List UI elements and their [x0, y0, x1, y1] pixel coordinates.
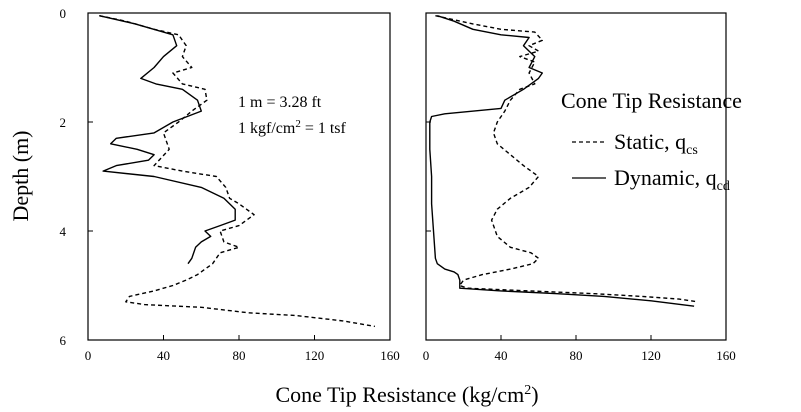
plot-frame — [87, 12, 391, 341]
dynamic-series-line — [99, 15, 236, 265]
static-series-line — [435, 15, 698, 303]
y-tick-label: 4 — [60, 224, 67, 239]
x-tick-label: 0 — [85, 348, 92, 363]
x-axis-title-close: ) — [531, 382, 538, 407]
dynamic-series-line — [429, 15, 695, 307]
x-tick-label: 40 — [157, 348, 170, 363]
legend-static-text: Static, q — [614, 129, 686, 154]
legend-static-sub: cs — [686, 143, 698, 158]
y-tick-label: 0 — [60, 6, 67, 21]
x-tick-label: 0 — [423, 348, 430, 363]
conversion-note-2: 1 kgf/cm2 = 1 tsf — [238, 118, 347, 137]
left-panel: 0 40 80 120 160 0 2 4 6 — [60, 6, 400, 363]
legend: Cone Tip Resistance Static, qcs Dynamic,… — [561, 88, 742, 194]
x-tick-label: 80 — [570, 348, 583, 363]
y-axis-title: Depth (m) — [8, 130, 33, 221]
x-axis-title: Cone Tip Resistance (kg/cm2) — [275, 382, 538, 407]
x-tick-label: 120 — [641, 348, 661, 363]
x-tick-label: 120 — [305, 348, 325, 363]
conversion-note-2-sup: 2 — [295, 118, 301, 130]
legend-static-label: Static, qcs — [614, 129, 698, 158]
legend-title: Cone Tip Resistance — [561, 88, 742, 113]
x-tick-label: 160 — [716, 348, 736, 363]
x-tick-label: 160 — [380, 348, 400, 363]
x-tick-label: 40 — [495, 348, 508, 363]
conversion-note-1: 1 m = 3.28 ft — [238, 94, 322, 111]
right-panel: 0 40 80 120 160 — [423, 12, 736, 363]
static-series-line — [99, 15, 376, 328]
legend-dynamic-label: Dynamic, qcd — [614, 165, 730, 194]
conversion-note-2-a: 1 kgf/cm — [238, 120, 296, 137]
legend-dynamic-text: Dynamic, q — [614, 165, 717, 190]
x-axis-title-main: Cone Tip Resistance (kg/cm — [275, 382, 524, 407]
y-tick-label: 2 — [60, 115, 67, 130]
conversion-note-2-b: = 1 tsf — [301, 120, 347, 137]
x-axis-title-sup: 2 — [524, 383, 531, 398]
legend-dynamic-sub: cd — [717, 179, 730, 194]
x-tick-label: 80 — [233, 348, 246, 363]
y-tick-label: 6 — [60, 333, 67, 348]
